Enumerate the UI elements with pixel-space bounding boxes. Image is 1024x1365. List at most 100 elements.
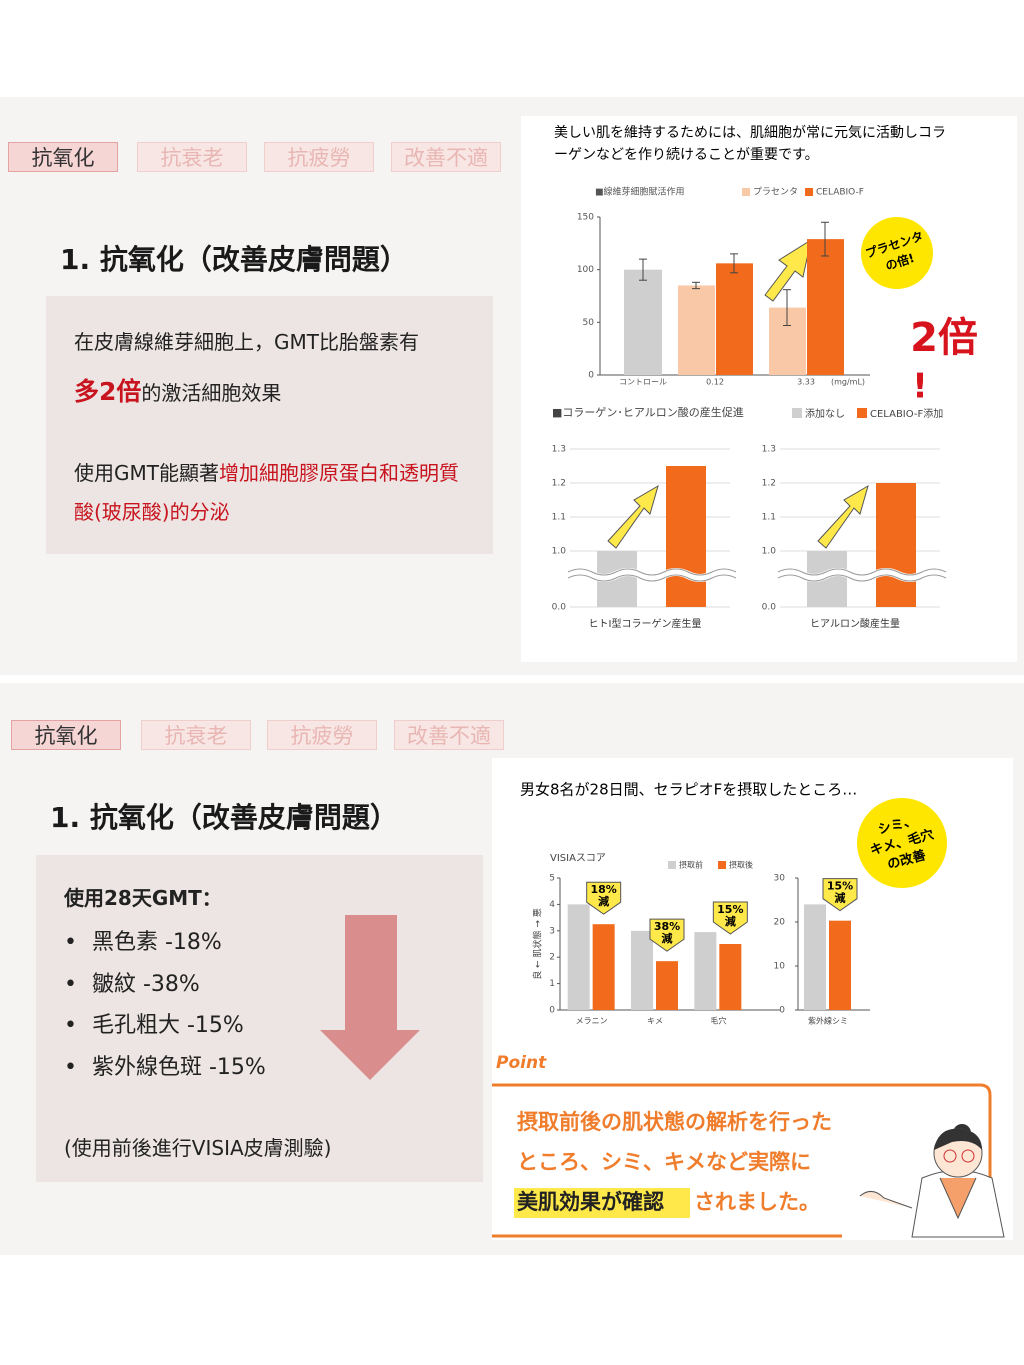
tab[interactable]: 改善不適 [394,720,504,750]
paragraph: 在皮膚線維芽細胞上，GMT比胎盤素有 [74,330,419,354]
callout-text: 15% [827,880,853,893]
bar [694,932,717,1010]
tab[interactable]: 抗衰老 [141,720,251,750]
y-tick-label: 4 [549,900,555,910]
bar [678,285,715,375]
callout-text: 15% [717,903,743,916]
callout: 15%減 [822,878,858,912]
y-tick-label: 30 [774,874,786,884]
callout-mark: ! [912,367,928,407]
text: 使用GMT能顯著 [74,461,219,485]
point-frame [492,1083,992,1237]
bullet: • [64,1013,77,1038]
x-tick-label: 0.12 [706,378,724,387]
tab[interactable]: 改善不適 [391,142,501,172]
bar [876,483,916,607]
badge: プラセンタ の倍! [861,217,933,289]
callout-shape [822,878,858,912]
error-bar [730,253,738,274]
text: 的激活細胞效果 [141,381,282,405]
callout-text: 減 [598,894,609,908]
callout-shape [586,881,622,915]
legend-swatch [668,861,676,869]
paragraph: 使用GMT能顯著增加細胞膠原蛋白和透明質酸(玻尿酸)的分泌 [74,454,459,532]
bar [719,944,742,1010]
y-tick-label: 150 [577,213,594,223]
point-highlight: 美肌効果が確認 [517,1190,664,1214]
callout-text: 減 [725,914,736,928]
callout-shape [712,901,748,935]
paragraph: 多2倍的激活細胞效果 [74,372,281,408]
y-tick-label: 0 [588,371,594,381]
tab[interactable]: 抗氧化 [11,720,121,750]
point-text: 摂取前後の肌状態の解析を行った [517,1110,832,1134]
legend-swatch [792,408,802,418]
bar [592,924,615,1010]
y-tick-label: 1.1 [762,513,776,523]
callout-text: 減 [835,891,846,905]
axis-break [777,568,947,582]
hair [934,1128,982,1150]
item-text: 紫外線色斑 -15% [92,1054,266,1080]
hand [859,1191,913,1209]
x-tick-label: 3.33 [797,378,815,387]
y-tick-label: 0.0 [552,603,567,613]
y-tick-label: 2 [549,953,555,963]
item-text: 皺紋 -38% [92,971,200,997]
list: • 黑色素 -18% • 皺紋 -38% • 毛孔粗大 -15% • 紫外線色斑 -15% [64,922,266,1088]
badge-circle [857,798,947,888]
x-unit: (mg/mL) [831,378,865,387]
bar [829,920,851,1010]
axis-break [567,568,737,582]
tab[interactable]: 抗疲勞 [264,142,374,172]
error-bar [783,289,791,326]
bar [624,269,662,375]
callout-shape [649,918,685,952]
y-tick-label: 0 [779,1006,785,1016]
tab[interactable]: 抗氧化 [8,142,118,172]
list-item: • 皺紋 -38% [64,964,266,1006]
glasses [943,1149,957,1163]
axis-break [776,568,948,582]
y-tick-label: 1.2 [762,479,776,489]
doctor-illustration [859,1124,1005,1238]
text-box: 使用28天GMT： • 黑色素 -18% • 皺紋 -38% • 毛孔粗大 -15% • 紫外… [36,855,483,1182]
point-text: ところ、シミ、キメなど実際に [517,1150,811,1174]
legend-label: プラセンタ [753,187,798,198]
callout-text: 38% [654,920,680,933]
item-text: 毛孔粗大 -15% [92,1013,244,1038]
x-tick-label: 毛穴 [710,1016,726,1026]
bar [656,961,678,1010]
y-tick-label: 0 [549,1006,555,1016]
legend-swatch [805,188,813,196]
shirt [939,1177,977,1220]
bullet: • [64,1054,77,1080]
list-item: • 黑色素 -18% [64,922,266,964]
error-bar [821,221,829,257]
y-tick-label: 20 [774,918,786,928]
chart-title: VISIAスコア [550,853,606,864]
callout: 15%減 [712,901,748,935]
x-tick-label: コントロール [619,378,667,387]
bar [666,466,706,607]
bar [631,930,653,1010]
tab[interactable]: 抗疲勞 [267,720,377,750]
x-category-label: ヒアルロン酸産生量 [810,617,900,630]
callout: 38%減 [649,918,685,952]
down-arrow [320,915,420,1080]
y-axis-label: 良 ← 肌状態 → 悪 [532,908,544,980]
bar [807,239,844,375]
heading: 1. 抗氧化（改善皮膚問題） [60,243,408,276]
callout-text: 減 [662,931,673,945]
y-tick-label: 1.1 [552,513,566,523]
y-tick-label: 3 [549,926,555,936]
legend-label: 添加なし [805,407,845,420]
x-category-label: ヒトⅠ型コラーゲン産生量 [589,617,702,630]
tab[interactable]: 抗衰老 [137,142,247,172]
y-tick-label: 1.2 [552,479,566,489]
list-item: • 毛孔粗大 -15% [64,1005,266,1047]
callout-text: 18% [590,883,616,896]
y-tick-label: 1.0 [552,547,567,557]
badge: シミ、 キメ、毛穴 の改善 [857,798,947,888]
